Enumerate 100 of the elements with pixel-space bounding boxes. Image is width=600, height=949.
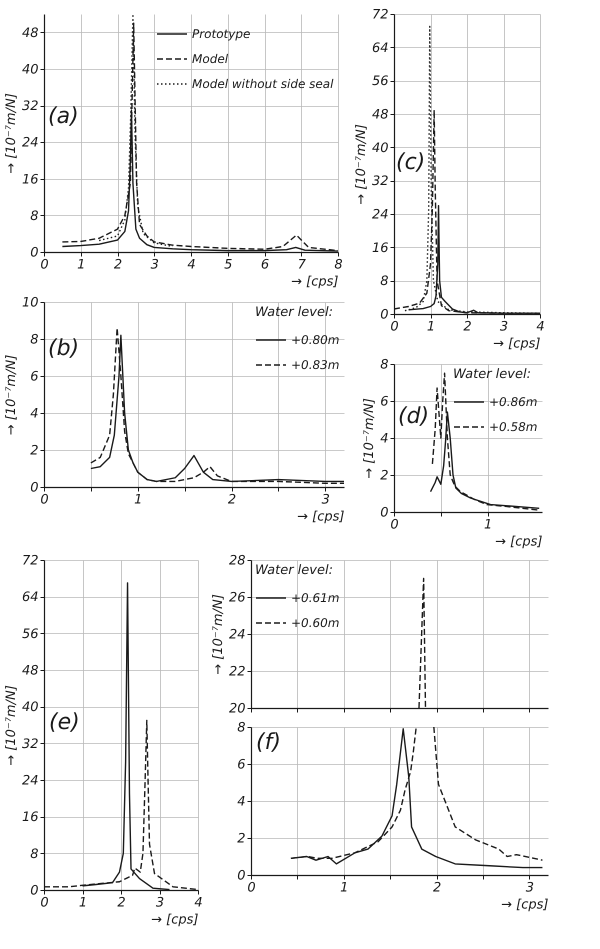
legend-label: +0.60m	[291, 616, 340, 630]
y-tick-label: 48	[372, 108, 388, 122]
x-tick-label: 7	[298, 258, 307, 272]
x-tick-label: 4	[187, 258, 196, 272]
y-axis-title: → [10⁻⁷m/N]	[4, 354, 19, 436]
legend-label: +0.61m	[291, 591, 340, 605]
y-axis-title: → [10⁻⁷m/N]	[4, 685, 19, 766]
y-axis-title: → [10⁻⁷m/N]	[354, 124, 369, 205]
x-tick-label: 3	[500, 320, 508, 334]
x-axis-title: → [cps]	[297, 510, 344, 524]
y-tick-label: 0	[30, 246, 38, 260]
y-tick-label: 24	[228, 628, 246, 642]
x-tick-label: 3	[150, 258, 159, 272]
x-axis-title: → [cps]	[501, 898, 548, 912]
x-tick-label: 3	[156, 896, 164, 910]
x-tick-label: 0	[40, 258, 49, 272]
y-tick-label: 24	[22, 774, 38, 788]
legend-title: Water level:	[255, 305, 333, 320]
y-tick-label: 24	[22, 136, 38, 151]
y-tick-label: 4	[30, 406, 38, 422]
y-tick-label: 0	[380, 308, 388, 322]
x-tick-label: 2	[463, 320, 472, 334]
x-tick-label: 1	[134, 492, 142, 508]
y-tick-label: 2	[237, 832, 246, 846]
y-tick-label: 0	[30, 480, 38, 496]
x-axis-title: → [cps]	[291, 274, 338, 290]
y-tick-label: 40	[22, 700, 38, 716]
x-tick-label: 1	[426, 320, 436, 334]
x-tick-label: 6	[260, 258, 270, 272]
legend-label: Model	[192, 52, 229, 66]
y-tick-label: 4	[380, 432, 388, 446]
x-tick-label: 1	[77, 258, 86, 272]
annotation: (f)	[256, 730, 281, 755]
legend-title: Water level:	[255, 563, 333, 578]
legend-title: Water level:	[453, 367, 531, 382]
x-tick-label: 3	[322, 492, 330, 508]
y-tick-label: 32	[372, 174, 388, 190]
y-tick-label: 2	[30, 444, 38, 458]
annotation: (e)	[49, 710, 80, 735]
x-tick-label: 0	[40, 896, 49, 910]
y-tick-label: 0	[237, 868, 246, 884]
y-tick-label: 8	[30, 208, 38, 224]
x-tick-label: 1	[484, 518, 492, 532]
y-tick-label: 72	[372, 8, 388, 22]
y-tick-label: 16	[22, 810, 38, 826]
y-tick-label: 6	[30, 370, 38, 384]
y-tick-label: 8	[30, 332, 38, 348]
y-tick-label: 26	[228, 590, 246, 606]
y-axis-title: → [10⁻⁷m/N]	[210, 594, 226, 675]
x-tick-label: 0	[390, 320, 399, 334]
y-tick-label: 72	[22, 554, 38, 568]
y-tick-label: 48	[22, 664, 38, 678]
y-tick-label: 8	[380, 358, 388, 372]
y-tick-label: 64	[22, 590, 38, 606]
y-axis-title: → [10⁻⁷m/N]	[4, 93, 19, 174]
y-tick-label: 0	[380, 506, 388, 520]
y-tick-label: 32	[22, 99, 38, 114]
y-tick-label: 4	[237, 794, 246, 810]
y-tick-label: 8	[30, 846, 38, 862]
x-tick-label: 0	[40, 492, 49, 508]
x-axis-title: → [cps]	[151, 912, 198, 928]
x-tick-label: 1	[78, 896, 88, 910]
x-tick-label: 1	[340, 880, 348, 896]
y-tick-label: 56	[372, 74, 388, 90]
annotation: (c)	[396, 150, 426, 175]
y-tick-label: 64	[372, 40, 388, 56]
y-tick-label: 56	[22, 626, 38, 642]
annotation: (b)	[48, 336, 80, 361]
x-tick-label: 4	[536, 320, 545, 334]
x-axis-title: → [cps]	[495, 534, 542, 550]
legend-label: +0.83m	[291, 358, 340, 372]
x-tick-label: 3	[526, 880, 534, 896]
x-tick-label: 8	[334, 258, 343, 272]
y-tick-label: 20	[228, 702, 246, 716]
y-tick-label: 48	[22, 26, 38, 41]
x-tick-label: 0	[247, 880, 256, 896]
legend-label: Model without side seal	[192, 77, 334, 91]
y-tick-label: 24	[372, 208, 388, 222]
y-tick-label: 16	[372, 240, 388, 256]
x-tick-label: 5	[224, 258, 232, 272]
legend-label: Prototype	[192, 27, 250, 41]
legend-label: +0.80m	[291, 333, 340, 347]
y-tick-label: 28	[228, 554, 246, 568]
legend-label: +0.58m	[489, 420, 538, 434]
x-axis-title: → [cps]	[493, 336, 540, 352]
y-tick-label: 6	[237, 758, 246, 772]
y-tick-label: 6	[380, 394, 388, 410]
annotation: (a)	[48, 104, 79, 129]
y-tick-label: 2	[380, 468, 388, 484]
y-tick-label: 8	[380, 274, 388, 290]
y-tick-label: 16	[22, 172, 38, 188]
y-tick-label: 40	[372, 140, 388, 156]
x-tick-label: 4	[194, 896, 203, 910]
y-tick-label: 10	[22, 296, 38, 310]
x-tick-label: 2	[114, 258, 122, 272]
y-tick-label: 8	[237, 720, 246, 736]
x-tick-label: 2	[432, 880, 442, 896]
y-tick-label: 40	[22, 62, 38, 78]
x-tick-label: 2	[117, 896, 126, 910]
legend-label: +0.86m	[489, 395, 538, 409]
